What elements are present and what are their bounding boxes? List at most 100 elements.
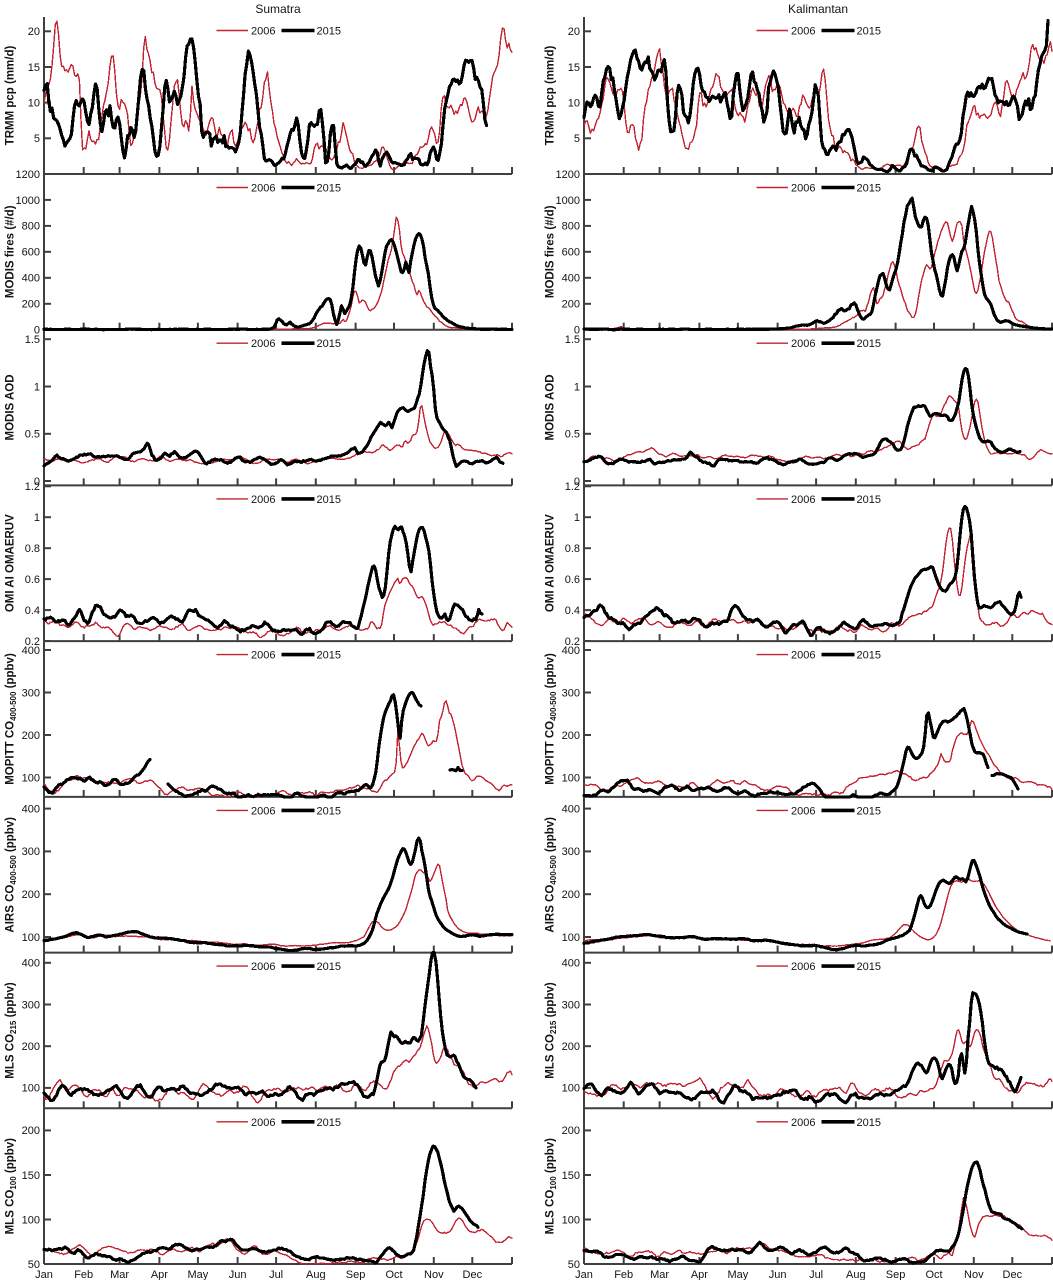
svg-text:200: 200 [22, 1125, 40, 1137]
svg-text:1: 1 [574, 512, 580, 524]
svg-text:100: 100 [562, 1083, 580, 1095]
svg-text:200: 200 [562, 299, 580, 311]
svg-text:10: 10 [28, 97, 40, 109]
svg-text:1200: 1200 [556, 169, 580, 181]
svg-text:400: 400 [22, 958, 40, 970]
svg-text:1: 1 [34, 381, 40, 393]
svg-text:0: 0 [574, 325, 580, 337]
svg-text:May: May [188, 1269, 209, 1280]
svg-text:0.5: 0.5 [565, 429, 580, 441]
svg-text:AIRS CO400-500​ (ppbv): AIRS CO400-500​ (ppbv) [5, 817, 19, 933]
svg-text:MODIS AOD: MODIS AOD [545, 374, 557, 440]
svg-text:MOPITT CO400-500​ (ppbv): MOPITT CO400-500​ (ppbv) [5, 653, 19, 785]
svg-text:OMI AI OMAERUV: OMI AI OMAERUV [545, 514, 557, 612]
svg-text:MODIS fires (#/d): MODIS fires (#/d) [5, 205, 17, 298]
svg-text:Apr: Apr [691, 1269, 708, 1280]
svg-text:MODIS AOD: MODIS AOD [5, 374, 17, 440]
svg-text:200: 200 [562, 889, 580, 901]
svg-text:Aug: Aug [306, 1269, 326, 1280]
svg-text:Mar: Mar [650, 1269, 669, 1280]
svg-text:600: 600 [22, 247, 40, 259]
svg-text:100: 100 [22, 1214, 40, 1226]
svg-text:Jun: Jun [769, 1269, 787, 1280]
svg-text:15: 15 [28, 62, 40, 74]
svg-text:2006: 2006 [251, 183, 275, 195]
svg-text:Dec: Dec [463, 1269, 483, 1280]
svg-text:300: 300 [22, 999, 40, 1011]
svg-text:150: 150 [562, 1170, 580, 1182]
svg-text:1: 1 [34, 512, 40, 524]
svg-text:300: 300 [22, 846, 40, 858]
svg-text:Kalimantan: Kalimantan [788, 2, 848, 16]
svg-text:MOPITT CO400-500​ (ppbv): MOPITT CO400-500​ (ppbv) [545, 653, 559, 785]
svg-text:50: 50 [28, 1259, 40, 1271]
svg-text:MLS CO215​ (ppbv): MLS CO215​ (ppbv) [545, 982, 559, 1079]
svg-text:2015: 2015 [857, 1117, 881, 1129]
svg-text:200: 200 [22, 1041, 40, 1053]
svg-text:1.5: 1.5 [565, 334, 580, 346]
svg-text:Aug: Aug [846, 1269, 866, 1280]
svg-text:2006: 2006 [251, 650, 275, 662]
svg-text:Jul: Jul [269, 1269, 283, 1280]
svg-text:400: 400 [22, 645, 40, 657]
svg-text:100: 100 [22, 772, 40, 784]
svg-text:800: 800 [22, 221, 40, 233]
svg-text:100: 100 [22, 932, 40, 944]
svg-text:2006: 2006 [791, 26, 815, 38]
svg-text:200: 200 [562, 1125, 580, 1137]
svg-text:2015: 2015 [857, 805, 881, 817]
svg-text:Feb: Feb [74, 1269, 93, 1280]
svg-text:AIRS CO400-500​ (ppbv): AIRS CO400-500​ (ppbv) [545, 817, 559, 933]
svg-text:0.8: 0.8 [565, 543, 580, 555]
svg-text:0.5: 0.5 [25, 429, 40, 441]
svg-text:TRMM pcp (mm/d): TRMM pcp (mm/d) [545, 46, 557, 146]
svg-text:2015: 2015 [857, 183, 881, 195]
svg-text:1.2: 1.2 [565, 481, 580, 493]
svg-text:MLS CO100​ (ppbv): MLS CO100​ (ppbv) [545, 1138, 559, 1235]
svg-text:5: 5 [574, 133, 580, 145]
svg-text:400: 400 [22, 803, 40, 815]
svg-text:Nov: Nov [964, 1269, 984, 1280]
svg-text:1000: 1000 [16, 195, 40, 207]
svg-text:300: 300 [22, 687, 40, 699]
svg-text:MLS CO100​ (ppbv): MLS CO100​ (ppbv) [5, 1138, 19, 1235]
svg-text:0: 0 [574, 476, 580, 488]
svg-text:2006: 2006 [251, 338, 275, 350]
svg-text:10: 10 [568, 97, 580, 109]
svg-text:2015: 2015 [857, 338, 881, 350]
svg-text:20: 20 [568, 26, 580, 38]
svg-text:Jan: Jan [575, 1269, 593, 1280]
svg-text:Oct: Oct [385, 1269, 402, 1280]
svg-text:Sumatra: Sumatra [255, 2, 301, 16]
svg-text:1200: 1200 [16, 169, 40, 181]
svg-text:200: 200 [22, 730, 40, 742]
svg-text:200: 200 [562, 1041, 580, 1053]
svg-text:May: May [728, 1269, 749, 1280]
svg-text:50: 50 [568, 1259, 580, 1271]
svg-text:Sep: Sep [346, 1269, 366, 1280]
svg-text:Nov: Nov [424, 1269, 444, 1280]
svg-text:OMI AI OMAERUV: OMI AI OMAERUV [5, 514, 17, 612]
svg-text:1000: 1000 [556, 195, 580, 207]
svg-text:5: 5 [34, 133, 40, 145]
svg-text:Feb: Feb [614, 1269, 633, 1280]
svg-text:200: 200 [562, 730, 580, 742]
svg-text:600: 600 [562, 247, 580, 259]
svg-text:Apr: Apr [151, 1269, 168, 1280]
svg-text:Mar: Mar [110, 1269, 129, 1280]
svg-text:2006: 2006 [251, 805, 275, 817]
svg-text:2015: 2015 [857, 494, 881, 506]
svg-text:150: 150 [22, 1170, 40, 1182]
svg-text:0.8: 0.8 [25, 543, 40, 555]
svg-text:100: 100 [562, 1214, 580, 1226]
svg-text:MODIS fires (#/d): MODIS fires (#/d) [545, 205, 557, 298]
svg-text:2015: 2015 [857, 650, 881, 662]
svg-text:2006: 2006 [791, 650, 815, 662]
svg-text:100: 100 [22, 1083, 40, 1095]
svg-text:2015: 2015 [857, 26, 881, 38]
svg-text:0.4: 0.4 [565, 605, 580, 617]
svg-text:0.6: 0.6 [25, 574, 40, 586]
svg-text:2006: 2006 [791, 961, 815, 973]
svg-text:2006: 2006 [791, 183, 815, 195]
svg-text:400: 400 [562, 803, 580, 815]
